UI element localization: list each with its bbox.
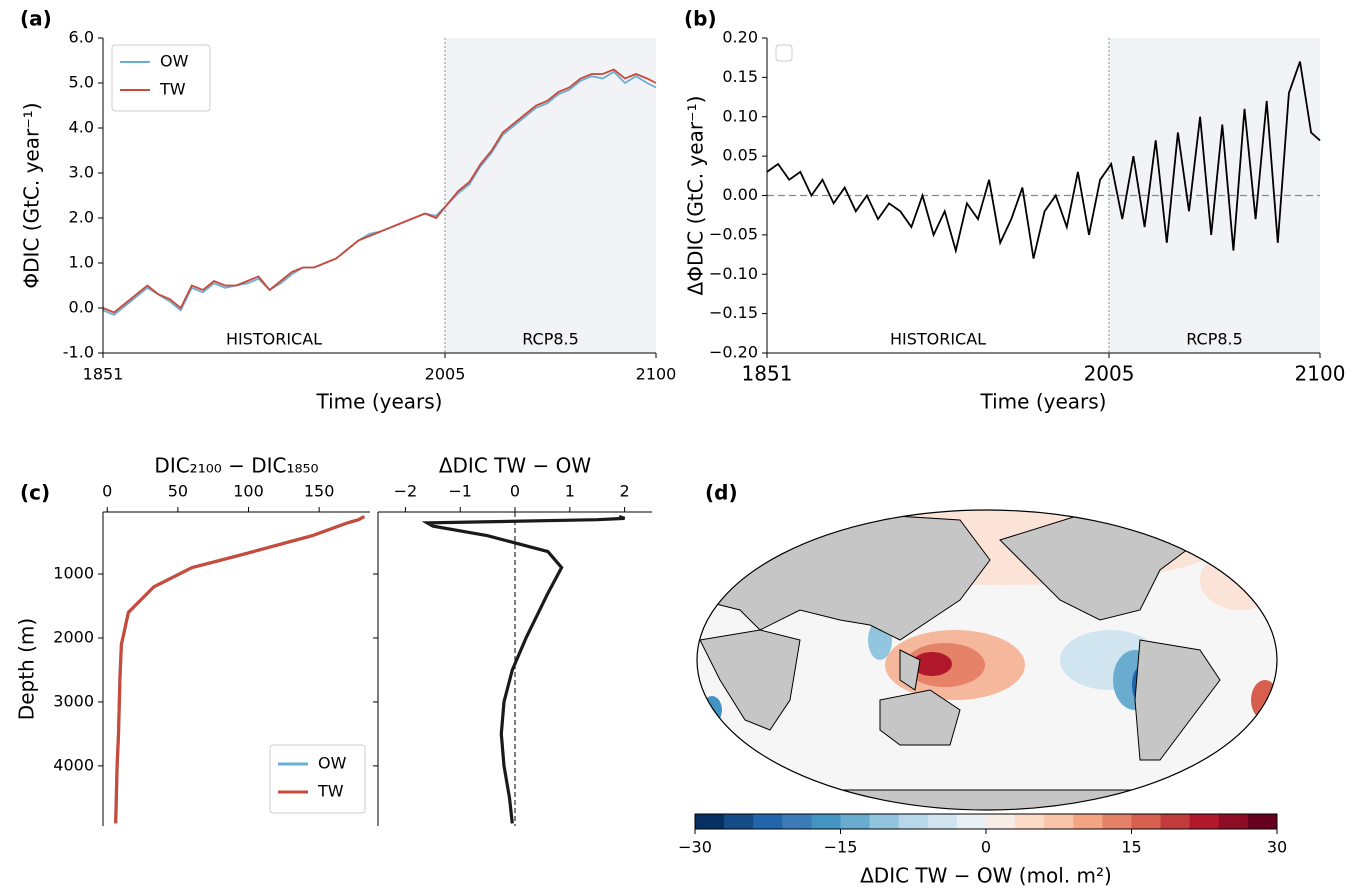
colorbar-level	[753, 814, 783, 829]
y-tick-label: 4.0	[69, 118, 94, 137]
y-tick-label: 0.10	[722, 106, 758, 125]
map	[697, 510, 1277, 810]
colorbar-level	[898, 814, 929, 829]
y-tick-label: 1000	[53, 564, 94, 583]
x-tick-label: 1851	[742, 362, 793, 386]
x-tick-label: 2	[620, 482, 630, 501]
legend-box	[775, 44, 793, 62]
y-tick-label: 2000	[53, 627, 94, 646]
y-tick-label: 2.0	[69, 208, 94, 227]
x-tick-label: 2100	[636, 365, 677, 384]
x-tick-label: 1851	[83, 365, 124, 384]
colorbar-level	[1131, 814, 1162, 829]
region-annotation: HISTORICAL	[890, 330, 986, 349]
colorbar-tick-label: 0	[981, 838, 991, 857]
profile-line	[421, 514, 626, 824]
colorbar-level	[782, 814, 812, 829]
y-axis-label: Depth (m)	[15, 618, 39, 720]
x-axis-label: Time (years)	[316, 390, 443, 414]
panel-label: (b)	[684, 7, 717, 31]
y-axis-label: ΦDIC (GtC. year⁻¹)	[20, 102, 44, 288]
colorbar-level	[840, 814, 871, 829]
colorbar-tick-label: −30	[678, 838, 712, 857]
y-tick-label: 0.20	[722, 28, 758, 47]
y-tick-label: 1.0	[69, 253, 94, 272]
y-tick-label: −0.15	[709, 303, 758, 322]
colorbar-level	[927, 814, 958, 829]
colorbar-level	[1160, 814, 1191, 829]
region-annotation: RCP8.5	[1186, 330, 1243, 349]
colorbar-level	[1247, 814, 1278, 829]
colorbar-level	[956, 814, 987, 829]
colorbar-level	[1073, 814, 1103, 829]
colorbar-level	[1189, 814, 1220, 829]
panel-label: (d)	[705, 481, 738, 505]
y-tick-label: -1.0	[63, 343, 94, 362]
legend-label: TW	[317, 782, 344, 801]
x-tick-label: 0	[510, 482, 520, 501]
x-tick-label: 0	[102, 482, 112, 501]
colorbar-level	[811, 814, 841, 829]
x-tick-label: 150	[304, 482, 335, 501]
y-tick-label: 0.0	[69, 298, 94, 317]
x-tick-label: 100	[233, 482, 264, 501]
panel-label: (a)	[20, 7, 52, 31]
colorbar-tick-label: 15	[1121, 838, 1141, 857]
y-tick-label: 3.0	[69, 163, 94, 182]
shaded-region	[445, 38, 656, 353]
y-tick-label: −0.05	[709, 224, 758, 243]
data-line	[766, 61, 1321, 259]
x-axis-label: Time (years)	[980, 390, 1107, 414]
colorbar-level	[1102, 814, 1132, 829]
legend-box	[269, 744, 366, 814]
colorbar-level	[1015, 814, 1045, 829]
colorbar-tick-label: 30	[1267, 838, 1287, 857]
y-tick-label: −0.20	[709, 343, 758, 362]
axis-title: ΔDIC TW − OW	[439, 454, 592, 478]
profile-line	[114, 515, 366, 824]
colorbar-level	[869, 814, 900, 829]
colorbar-level	[1218, 814, 1249, 829]
x-tick-label: −1	[448, 482, 472, 501]
y-tick-label: 3000	[53, 691, 94, 710]
colorbar-level	[695, 814, 725, 829]
y-tick-label: 0.05	[722, 146, 758, 165]
colorbar-label: ΔDIC TW − OW (mol. m²)	[860, 864, 1112, 888]
colorbar-level	[1044, 814, 1074, 829]
x-tick-label: 50	[168, 482, 188, 501]
y-tick-label: 5.0	[69, 73, 94, 92]
panel-label: (c)	[20, 481, 50, 505]
colorbar-level	[986, 814, 1016, 829]
legend-label: TW	[159, 80, 186, 99]
y-tick-label: 4000	[53, 755, 94, 774]
y-axis-label: ΔΦDIC (GtC. year⁻¹)	[684, 96, 708, 296]
region-annotation: RCP8.5	[522, 330, 579, 349]
legend-label: OW	[318, 754, 347, 773]
colorbar-level	[724, 814, 754, 829]
colorbar-tick-label: −15	[824, 838, 858, 857]
y-tick-label: −0.10	[709, 264, 758, 283]
data-line	[102, 68, 657, 314]
x-tick-label: 2100	[1295, 362, 1346, 386]
legend-label: OW	[160, 52, 189, 71]
y-tick-label: 0.00	[722, 185, 758, 204]
axis-title: DIC₂₁₀₀ − DIC₁₈₅₀	[154, 454, 318, 478]
map-outline	[696, 509, 1278, 811]
y-tick-label: 6.0	[69, 28, 94, 47]
x-tick-label: 2005	[1084, 362, 1135, 386]
x-tick-label: −2	[394, 482, 418, 501]
y-tick-label: 0.15	[722, 67, 758, 86]
region-annotation: HISTORICAL	[226, 330, 322, 349]
x-tick-label: 2005	[425, 365, 466, 384]
x-tick-label: 1	[565, 482, 575, 501]
